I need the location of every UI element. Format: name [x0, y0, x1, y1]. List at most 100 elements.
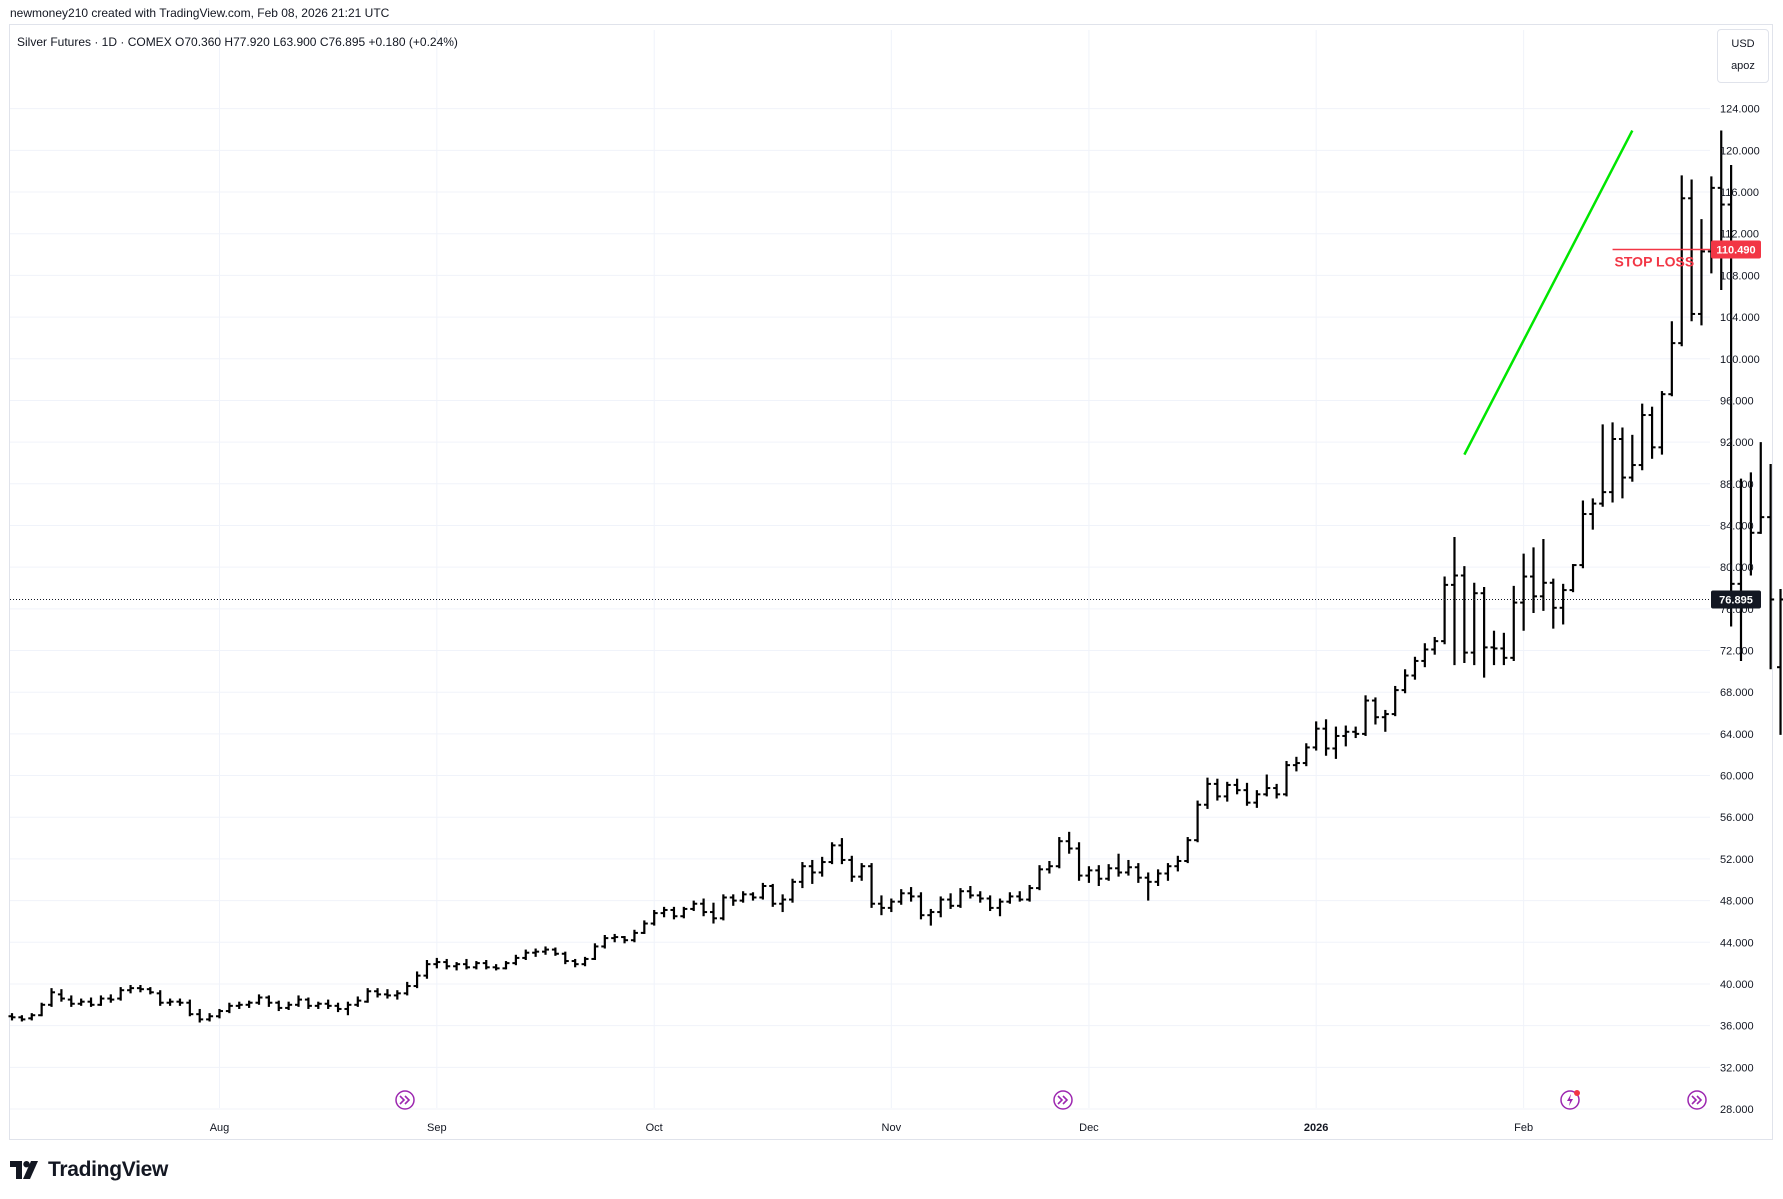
double-chevron-glyph — [399, 1095, 411, 1105]
ohlc-bar — [265, 995, 273, 1007]
stop-loss-price-label: 110.490 — [1716, 244, 1755, 256]
ohlc-bar — [1579, 500, 1587, 569]
ohlc-bar — [937, 896, 945, 918]
ohlc-bar — [1213, 778, 1221, 801]
ohlc-bar — [690, 900, 698, 912]
ohlc-bar — [215, 1008, 223, 1019]
ohlc-bar — [1055, 837, 1063, 869]
ohlc-bar — [1184, 837, 1192, 864]
ohlc-bar — [1549, 578, 1557, 629]
ohlc-bar — [1678, 175, 1686, 347]
ohlc-bar — [601, 934, 609, 949]
ohlc-bar — [956, 888, 964, 908]
price-scale-unit-box[interactable]: USD apoz — [1717, 29, 1769, 83]
ohlc-bar — [1352, 726, 1360, 739]
ohlc-bar — [1154, 869, 1162, 887]
ohlc-bar — [1134, 863, 1142, 883]
ohlc-bar — [1124, 859, 1132, 876]
price-tick-label: 112.000 — [1720, 229, 1759, 241]
ohlc-bar — [492, 964, 500, 971]
ohlc-bar — [907, 887, 915, 902]
ohlc-bar — [107, 994, 115, 1003]
time-tick-label: Nov — [882, 1122, 902, 1134]
ohlc-bar — [1371, 697, 1379, 725]
tradingview-brand[interactable]: TradingView — [10, 1158, 168, 1182]
ohlc-bar — [660, 906, 668, 918]
ohlc-bar — [472, 961, 480, 970]
ohlc-bar — [887, 898, 895, 913]
ohlc-bar — [1500, 632, 1508, 666]
ohlc-bar — [57, 989, 65, 1002]
ohlc-bar — [1243, 782, 1251, 806]
dividend-event-icon — [395, 1090, 415, 1110]
ohlc-bar — [1559, 583, 1567, 625]
ohlc-bar — [1441, 576, 1449, 645]
ohlc-bar — [1628, 434, 1636, 482]
ohlc-bar — [947, 893, 955, 909]
ohlc-bar — [482, 959, 490, 970]
ohlc-bar — [166, 998, 174, 1006]
ohlc-bar — [1362, 695, 1370, 736]
time-axis: Aug Sep Oct Nov Dec 2026 Feb — [210, 1122, 1533, 1134]
double-chevron-glyph — [1691, 1095, 1703, 1105]
ohlc-bar — [285, 1001, 293, 1011]
symbol-info[interactable]: Silver Futures · 1D · COMEX O70.360 H77.… — [17, 35, 458, 49]
ohlc-bar — [1342, 725, 1350, 747]
ohlc-bar — [225, 1002, 233, 1014]
ohlc-bar — [848, 855, 856, 882]
ohlc-bar — [1105, 864, 1113, 881]
ohlc-bar — [364, 988, 372, 1003]
ohlc-bar — [1767, 464, 1775, 670]
price-tick-label: 120.000 — [1720, 145, 1760, 157]
ohlc-bar — [611, 933, 619, 943]
ohlc-bar — [571, 958, 579, 968]
ohlc-bar — [1391, 685, 1399, 717]
price-tick-label: 100.000 — [1720, 354, 1760, 366]
ohlc-bar — [739, 891, 747, 903]
ohlc-bar — [1065, 831, 1073, 854]
ohlc-bar — [413, 971, 421, 989]
ohlc-bar — [1688, 179, 1696, 322]
ohlc-bar — [1520, 553, 1528, 631]
price-tick-label: 104.000 — [1720, 312, 1760, 324]
last-price-label: 76.895 — [1719, 595, 1753, 607]
ohlc-bar — [532, 948, 540, 957]
ohlc-bar — [996, 898, 1004, 917]
ohlc-bar — [630, 929, 638, 943]
ohlc-bar — [1618, 427, 1626, 499]
chart-grid — [10, 30, 1710, 1110]
last-price-label-bg — [1711, 590, 1761, 609]
currency-label[interactable]: USD — [1731, 38, 1755, 50]
ohlc-bar — [1490, 630, 1498, 666]
ohlc-bar — [581, 956, 589, 967]
price-tick-label: 88.000 — [1720, 479, 1754, 491]
chart-frame[interactable] — [9, 24, 1773, 1140]
ohlc-bar — [1450, 536, 1458, 666]
ohlc-bar — [443, 958, 451, 970]
ohlc-bar — [1470, 582, 1478, 666]
price-tick-label: 84.000 — [1720, 520, 1754, 532]
ohlc-bar — [255, 994, 263, 1005]
ohlc-bar — [1263, 774, 1271, 797]
ohlc-bar — [1223, 781, 1231, 802]
ohlc-bar — [1312, 721, 1320, 751]
price-tick-label: 40.000 — [1720, 979, 1754, 991]
ohlc-bar — [1460, 566, 1468, 664]
stop-loss-label: STOP LOSS — [1615, 253, 1695, 269]
ohlc-bar — [680, 906, 688, 919]
ohlc-bar — [344, 1001, 352, 1016]
ohlc-bar — [1085, 866, 1093, 883]
ohlc-bar — [1609, 422, 1617, 503]
ohlc-bar — [1668, 321, 1676, 397]
ohlc-bar — [275, 1000, 283, 1012]
ohlc-bar — [522, 949, 530, 960]
scale-mode-label[interactable]: apoz — [1731, 60, 1755, 72]
price-tick-label: 52.000 — [1720, 854, 1754, 866]
ohlc-bar — [858, 863, 866, 881]
dividend-event-icon — [1053, 1090, 1073, 1110]
ohlc-bar — [136, 985, 144, 993]
ohlc-bar — [304, 997, 312, 1009]
ohlc-bar — [1539, 539, 1547, 611]
ohlc-bar — [127, 985, 135, 994]
